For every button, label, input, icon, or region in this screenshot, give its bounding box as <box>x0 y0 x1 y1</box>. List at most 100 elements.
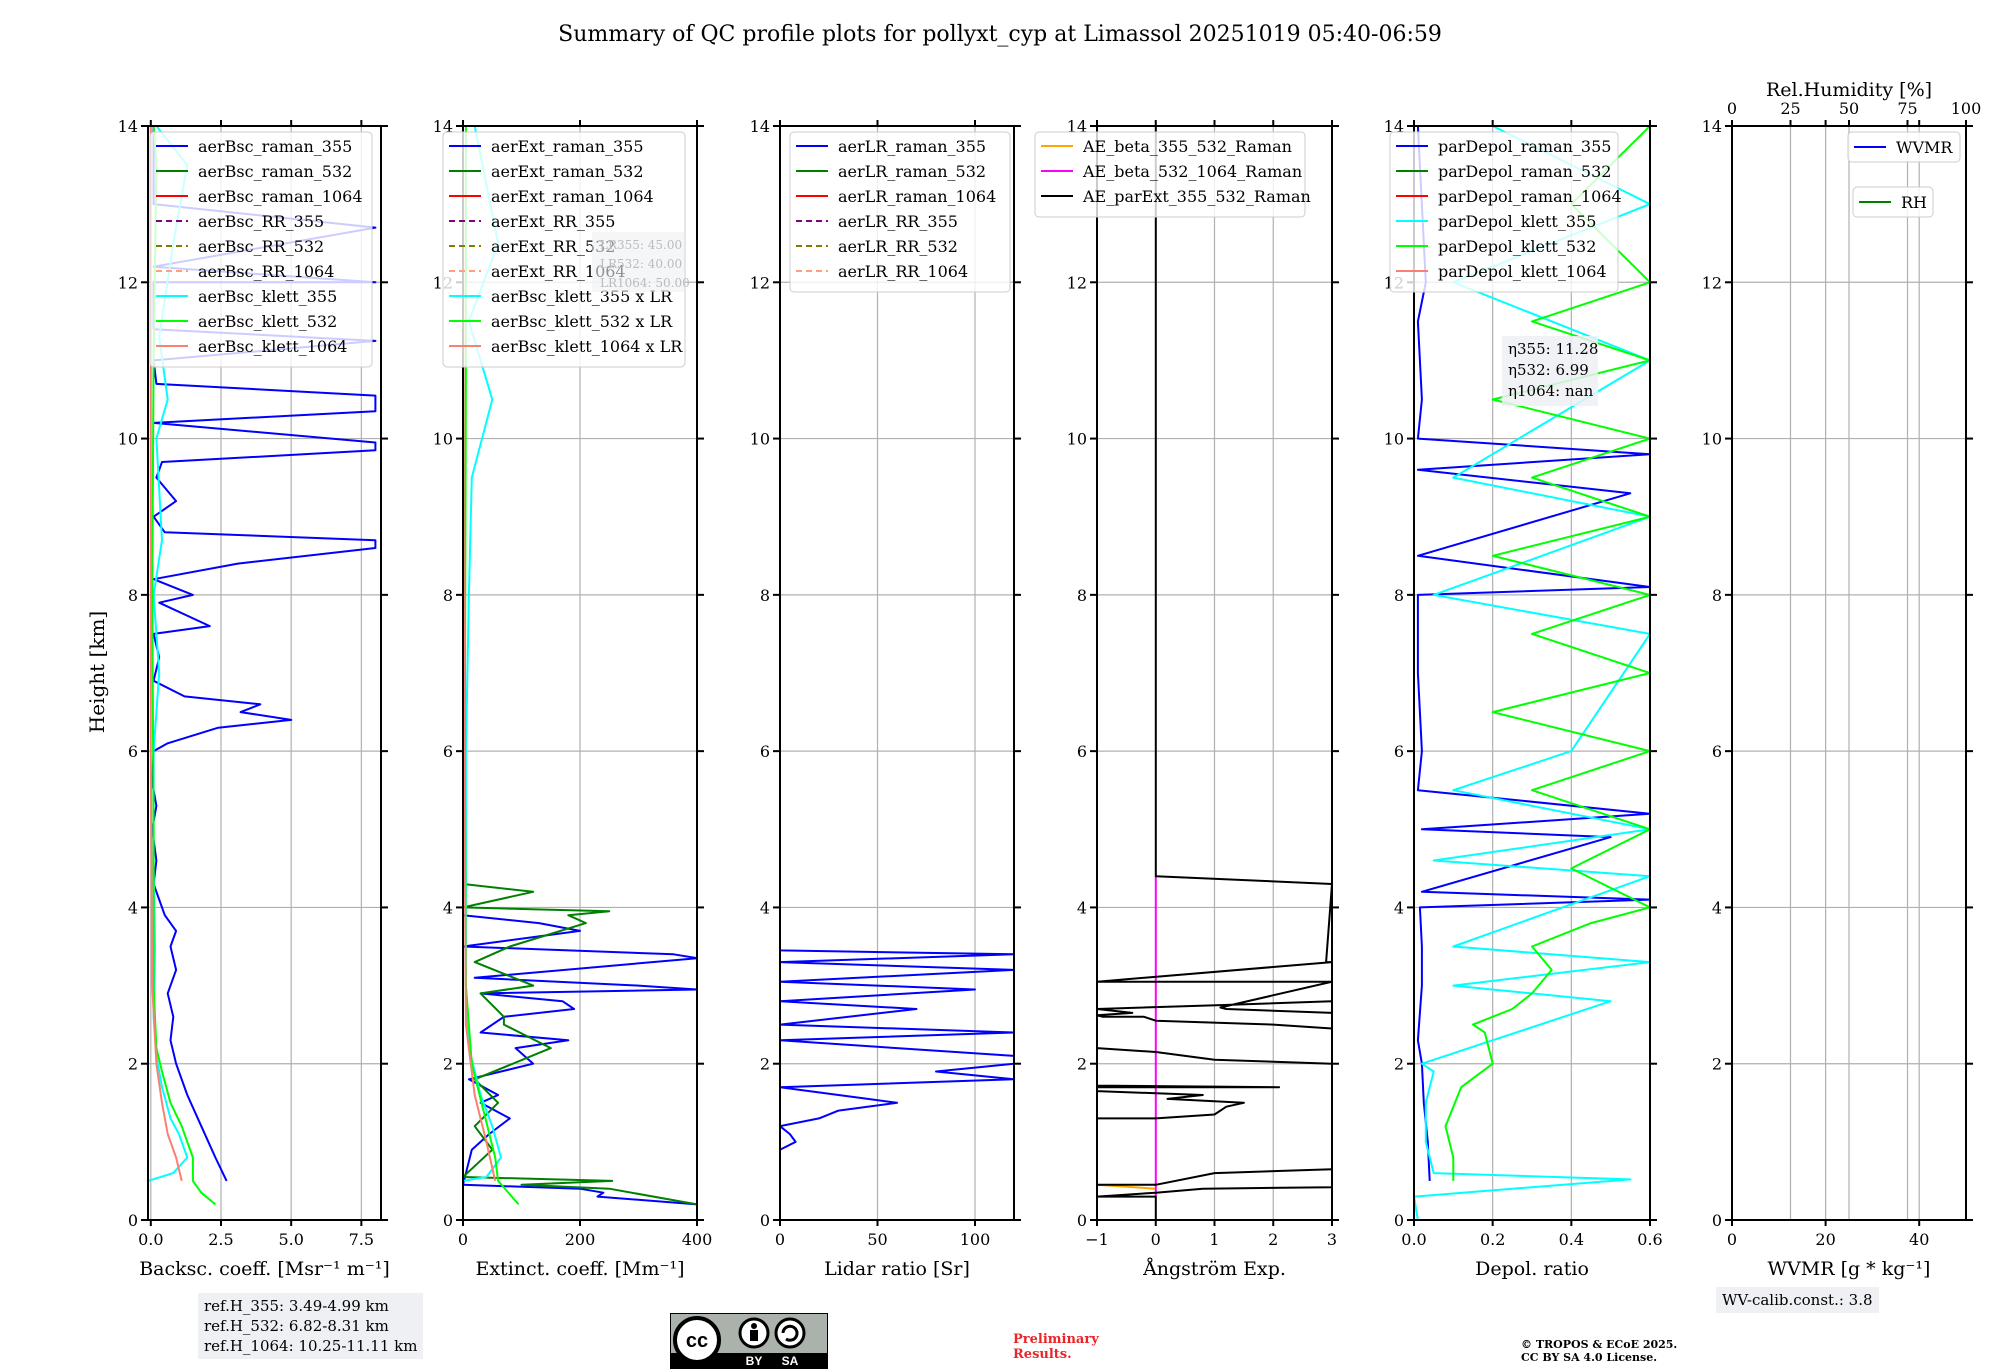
sa-share-alike-icon <box>774 1317 806 1349</box>
annotation-text: η532: 6.99 <box>1508 361 1589 379</box>
legend-label: aerExt_raman_1064 <box>491 187 654 206</box>
y-tick-label: 8 <box>443 586 453 605</box>
legend-label: parDepol_klett_1064 <box>1438 262 1607 281</box>
legend-box <box>149 131 373 368</box>
x-axis-label: WVMR [g * kg⁻¹] <box>1768 1258 1931 1280</box>
series-group <box>1414 126 1650 1220</box>
legend: aerExt_raman_355 aerExt_raman_532 aerExt_r… <box>442 131 686 368</box>
y-tick-label: 6 <box>1712 742 1722 761</box>
legend-label: aerLR_RR_1064 <box>838 262 968 281</box>
series-line-aerLR_raman_355 <box>780 126 1014 1151</box>
y-tick-label: 14 <box>750 117 770 136</box>
legend-label: parDepol_raman_355 <box>1438 137 1611 156</box>
figure-title: Summary of QC profile plots for pollyxt_… <box>558 22 1442 47</box>
axes-frame <box>147 125 382 1221</box>
y-tick-label: 2 <box>443 1055 453 1074</box>
legend-label: aerBsc_RR_355 <box>198 212 324 231</box>
y-tick-label: 4 <box>443 898 453 917</box>
x-tick-label: 7.5 <box>349 1230 374 1249</box>
legend: parDepol_raman_355 parDepol_raman_532 parD… <box>1389 131 1622 293</box>
panel-lr: 0 2 4 6 8 10 12 14 0 50 100 Lidar ratio [Sr] aerLR_r… <box>750 117 1021 1280</box>
y-tick-label: 8 <box>1712 586 1722 605</box>
x-tick-label: 0.0 <box>138 1230 163 1249</box>
x-tick-label: 0.0 <box>1401 1230 1426 1249</box>
x-tick-label: 20 <box>1815 1230 1835 1249</box>
x-tick-label: 5.0 <box>278 1230 303 1249</box>
series-line-aerBsc_klett_532 <box>151 126 217 1206</box>
y-tick-label: 8 <box>1077 586 1087 605</box>
y-tick-label: 12 <box>118 273 138 292</box>
y-tick-label: 0 <box>1712 1211 1722 1230</box>
legend-label: aerBsc_klett_1064 <box>198 337 347 356</box>
ref-height-355: ref.H_355: 3.49-4.99 km <box>204 1297 389 1315</box>
y-tick-label: 8 <box>128 586 138 605</box>
y-tick-label: 8 <box>1394 586 1404 605</box>
legend-label: aerBsc_raman_532 <box>198 162 352 181</box>
legend-label: RH <box>1901 193 1927 212</box>
top-x-tick-label: 75 <box>1897 99 1917 118</box>
copyright-line-1: © TROPOS & ECoE 2025. <box>1521 1338 1678 1351</box>
wv-calib-box: WV-calib.const.: 3.8 <box>1716 1287 1879 1313</box>
legend-label: aerExt_raman_355 <box>491 137 644 156</box>
x-tick-label: 400 <box>682 1230 713 1249</box>
x-tick-label: 50 <box>867 1230 887 1249</box>
y-tick-label: 14 <box>1067 117 1087 136</box>
series-line-parDepol_klett_532 <box>1444 126 1650 1181</box>
legend-label: parDepol_klett_532 <box>1438 237 1596 256</box>
x-tick-label: 1 <box>1209 1230 1219 1249</box>
legend-label: aerExt_raman_532 <box>491 162 644 181</box>
x-tick-label: 0 <box>1727 1230 1737 1249</box>
y-tick-label: 10 <box>118 430 138 449</box>
legend-label: AE_beta_355_532_Raman <box>1082 137 1292 156</box>
y-tick-label: 6 <box>1394 742 1404 761</box>
axes-frame <box>779 125 1015 1221</box>
x-tick-label: 0.6 <box>1637 1230 1662 1249</box>
panel-wv: 0 2 4 6 8 10 12 14 0 20 40 WVMR [g * kg⁻¹] 0 25 50 75 10… <box>1702 79 1982 1280</box>
y-tick-label: 0 <box>443 1211 453 1230</box>
legend-label: aerBsc_raman_355 <box>198 137 352 156</box>
x-tick-label: 0 <box>1151 1230 1161 1249</box>
x-tick-label: 0.2 <box>1480 1230 1505 1249</box>
legend-label: aerLR_raman_355 <box>838 137 986 156</box>
legend-label: aerBsc_RR_532 <box>198 237 324 256</box>
x-tick-label: 0.4 <box>1559 1230 1584 1249</box>
series-line-aerExt_raman_532 <box>463 126 697 1206</box>
cc-by-sa-license-badge: cc BY SA <box>670 1313 828 1369</box>
legend-label: AE_beta_532_1064_Raman <box>1082 162 1302 181</box>
legend-label: AE_parExt_355_532_Raman <box>1082 187 1311 206</box>
y-axis-label: Height [km] <box>85 611 109 733</box>
y-tick-label: 6 <box>760 742 770 761</box>
y-tick-label: 14 <box>1702 117 1722 136</box>
copyright-line-2: CC BY SA 4.0 License. <box>1521 1351 1658 1364</box>
y-tick-label: 0 <box>1077 1211 1087 1230</box>
y-tick-label: 10 <box>1067 430 1087 449</box>
x-tick-label: 40 <box>1909 1230 1929 1249</box>
x-tick-label: 100 <box>960 1230 991 1249</box>
y-tick-label: 4 <box>760 898 770 917</box>
legend-label: parDepol_raman_532 <box>1438 162 1611 181</box>
x-axis-label: Depol. ratio <box>1475 1258 1589 1280</box>
legend-label: aerBsc_klett_532 <box>198 312 337 331</box>
y-tick-label: 10 <box>433 430 453 449</box>
x-tick-label: −1 <box>1085 1230 1109 1249</box>
series-line-parDepol_raman_355 <box>1416 126 1650 1181</box>
series-line-aerBsc_raman_355 <box>151 126 377 1182</box>
y-tick-label: 10 <box>1384 430 1404 449</box>
preliminary-results-note: Preliminary Results. <box>1013 1332 1099 1362</box>
legend-label: aerLR_RR_355 <box>838 212 958 231</box>
y-tick-label: 6 <box>1077 742 1087 761</box>
annotation-text: η1064: nan <box>1508 382 1594 400</box>
series-group <box>1097 126 1332 1220</box>
sa-label: SA <box>782 1354 799 1368</box>
legend-label: aerBsc_raman_1064 <box>198 187 363 206</box>
x-axis-label: Extinct. coeff. [Mm⁻¹] <box>475 1258 684 1280</box>
y-tick-label: 0 <box>128 1211 138 1230</box>
annotation-box <box>592 232 684 292</box>
y-tick-label: 14 <box>1384 117 1404 136</box>
copyright-note: © TROPOS & ECoE 2025. CC BY SA 4.0 Licen… <box>1521 1338 1677 1364</box>
legend: aerLR_raman_355 aerLR_raman_532 aerLR_rama… <box>789 131 1011 293</box>
ref-heights-box: ref.H_355: 3.49-4.99 km ref.H_532: 6.82-8… <box>198 1293 424 1359</box>
y-tick-label: 0 <box>760 1211 770 1230</box>
